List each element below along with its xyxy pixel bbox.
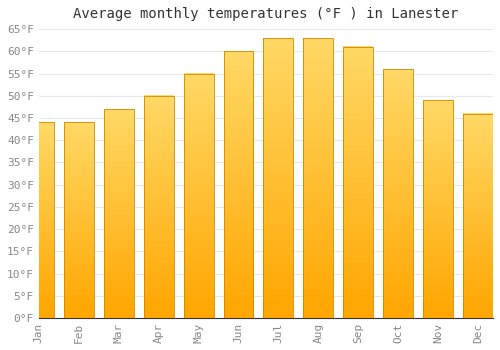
Bar [224, 51, 254, 318]
Bar [383, 69, 413, 318]
Bar [104, 109, 134, 318]
Bar [344, 47, 374, 318]
Bar [64, 122, 94, 318]
Bar [304, 38, 334, 318]
Bar [184, 74, 214, 318]
Bar [184, 74, 214, 318]
Bar [344, 47, 374, 318]
Bar [104, 109, 134, 318]
Bar [264, 38, 294, 318]
Bar [224, 51, 254, 318]
Bar [304, 38, 334, 318]
Bar [144, 96, 174, 318]
Bar [423, 100, 453, 318]
Bar [64, 122, 94, 318]
Bar [463, 113, 493, 318]
Bar [423, 100, 453, 318]
Bar [24, 122, 54, 318]
Bar [463, 113, 493, 318]
Bar [264, 38, 294, 318]
Bar [144, 96, 174, 318]
Bar [383, 69, 413, 318]
Title: Average monthly temperatures (°F ) in Lanester: Average monthly temperatures (°F ) in La… [74, 7, 458, 21]
Bar [24, 122, 54, 318]
